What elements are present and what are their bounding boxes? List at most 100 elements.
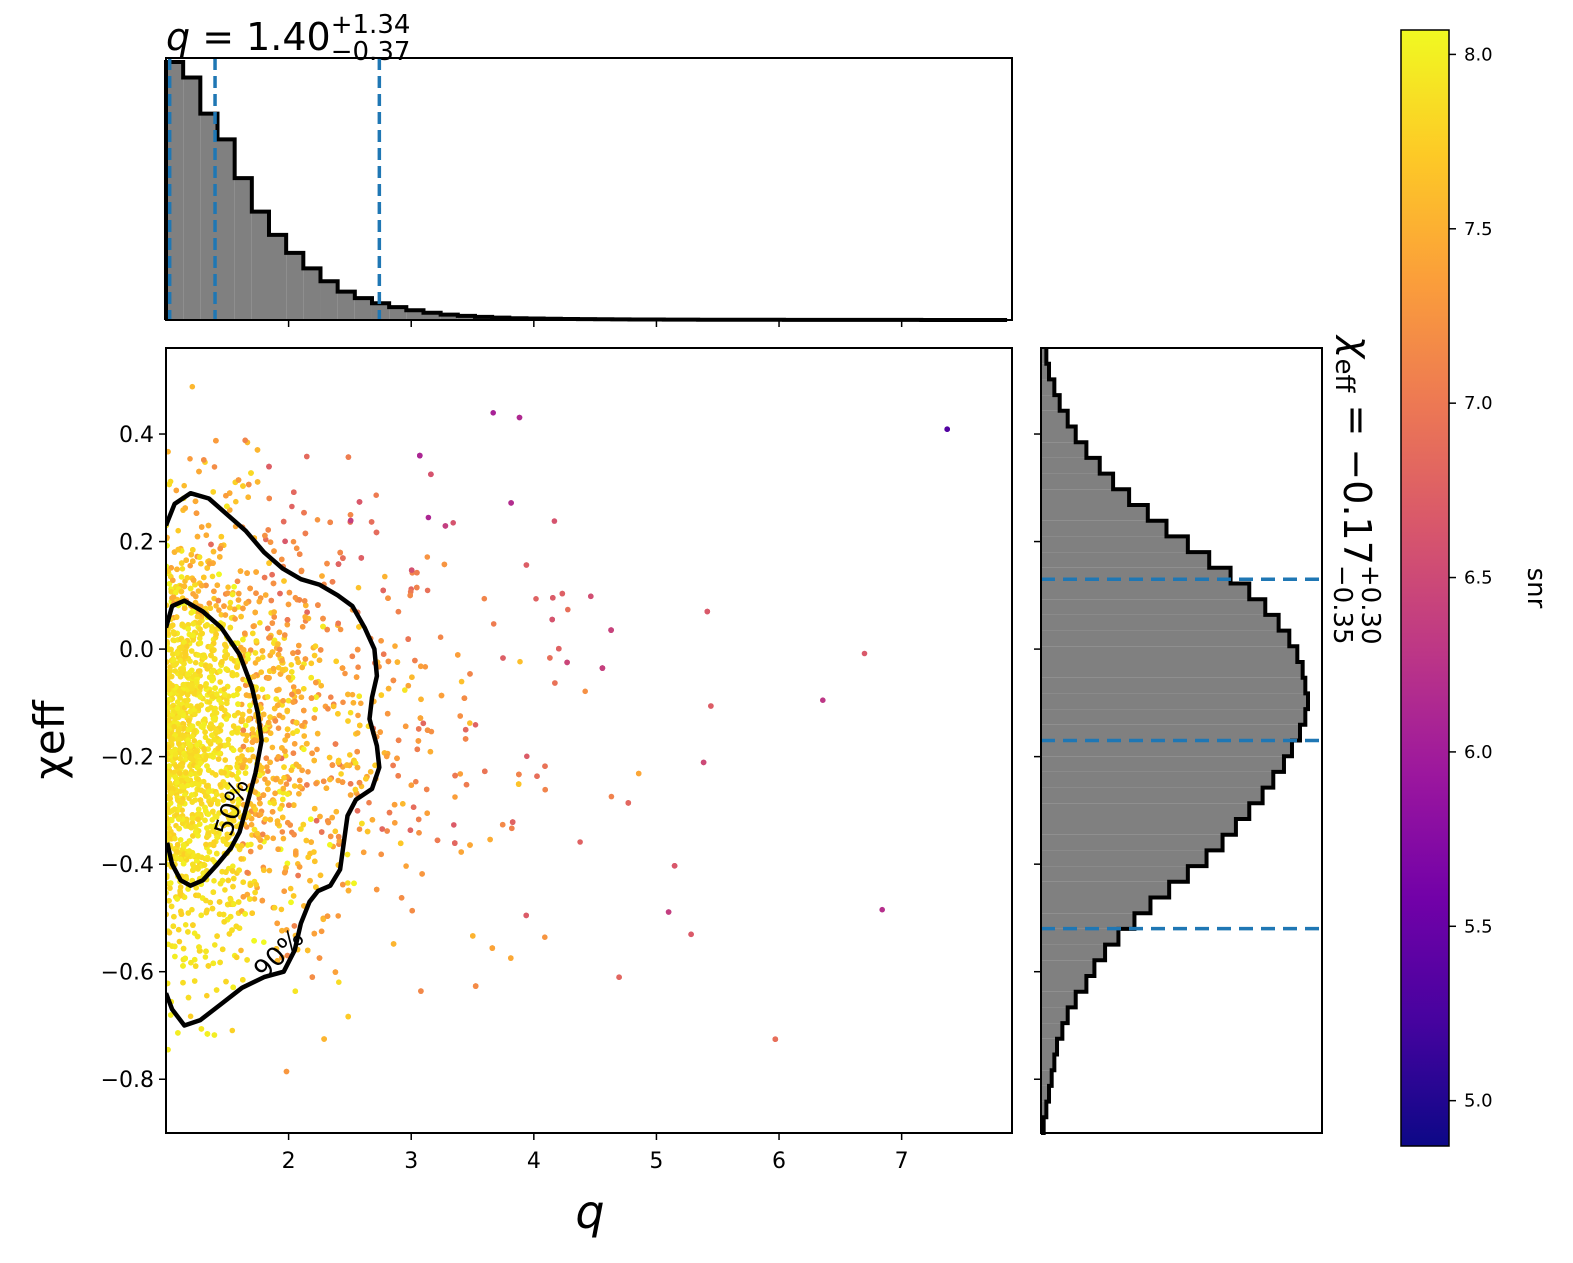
scatter-point: [270, 835, 277, 842]
scatter-point: [282, 632, 288, 638]
scatter-point: [196, 944, 202, 950]
scatter-point: [232, 616, 238, 622]
top-quantile-lines: [167, 58, 382, 320]
scatter-point: [229, 804, 236, 811]
scatter-point: [230, 901, 237, 907]
scatter-point: [169, 682, 175, 689]
scatter-point: [419, 871, 425, 877]
scatter-point: [410, 804, 417, 810]
scatter-point: [196, 769, 203, 775]
right-histogram-bar: [1041, 583, 1250, 600]
scatter-point: [266, 560, 272, 566]
scatter-point: [188, 551, 195, 558]
scatter-point: [222, 653, 228, 660]
q-symbol: q: [166, 15, 190, 59]
scatter-point: [311, 805, 318, 812]
scatter-point: [192, 711, 198, 717]
scatter-point: [461, 695, 468, 701]
scatter-point: [270, 580, 277, 587]
top-histogram-bar: [303, 268, 321, 320]
scatter-point: [178, 911, 185, 917]
scatter-point: [407, 827, 414, 833]
scatter-point: [190, 852, 197, 859]
scatter-point: [210, 889, 217, 895]
x-tick-label: 4: [527, 1149, 541, 1174]
scatter-point: [193, 748, 199, 755]
scatter-point: [317, 647, 324, 653]
scatter-point: [335, 711, 341, 717]
scatter-point: [210, 828, 216, 834]
scatter-point: [408, 782, 415, 788]
scatter-point: [224, 835, 231, 841]
scatter-point: [205, 706, 211, 713]
scatter-point: [189, 686, 195, 692]
scatter-point: [220, 911, 227, 918]
scatter-point: [210, 489, 216, 495]
scatter-point: [209, 732, 215, 738]
scatter-point: [211, 647, 217, 653]
scatter-point: [247, 882, 254, 888]
scatter-point: [259, 831, 266, 838]
scatter-point: [257, 767, 264, 774]
right-histogram-bar: [1041, 1054, 1055, 1071]
colorbar-label: snr: [1521, 568, 1551, 609]
scatter-point: [177, 755, 183, 762]
scatter-point: [172, 774, 178, 780]
scatter-point: [240, 483, 246, 489]
scatter-point: [321, 1036, 327, 1042]
scatter-point: [210, 548, 217, 555]
scatter-point: [508, 955, 514, 961]
scatter-point: [292, 988, 299, 994]
scatter-point: [166, 837, 171, 843]
scatter-point: [311, 652, 318, 659]
scatter-point: [533, 596, 539, 602]
scatter-point: [253, 638, 260, 644]
right-histogram-bar: [1041, 803, 1250, 819]
scatter-point: [299, 664, 306, 671]
scatter-point: [190, 577, 197, 583]
scatter-point: [284, 707, 291, 714]
joint-panel-frame: [165, 347, 1013, 1134]
scatter-point: [213, 437, 219, 444]
top-histogram-bar: [286, 252, 304, 320]
scatter-point: [264, 764, 270, 770]
scatter-point: [185, 782, 191, 789]
scatter-point: [177, 837, 184, 843]
scatter-point: [283, 1068, 290, 1075]
scatter-point: [227, 624, 234, 631]
scatter-point: [240, 647, 247, 653]
scatter-point: [230, 672, 236, 679]
scatter-point: [196, 619, 203, 626]
scatter-point: [219, 659, 225, 666]
scatter-point: [260, 711, 267, 718]
scatter-point: [282, 737, 288, 743]
scatter-point: [427, 748, 434, 755]
scatter-point: [214, 933, 220, 939]
scatter-point: [170, 594, 177, 600]
scatter-point: [293, 850, 299, 856]
scatter-point: [171, 656, 177, 663]
scatter-point: [424, 587, 431, 594]
scatter-point: [192, 498, 199, 505]
scatter-point: [279, 814, 286, 821]
scatter-point: [178, 560, 185, 566]
scatter-point: [395, 737, 402, 744]
scatter-point: [458, 678, 465, 685]
right-histogram-bar: [1041, 363, 1050, 380]
scatter-point: [295, 659, 302, 666]
scatter-point: [303, 741, 310, 747]
scatter-point: [284, 621, 291, 628]
scatter-point: [166, 668, 173, 674]
scatter-point: [169, 622, 176, 628]
scatter-point: [225, 736, 232, 743]
scatter-point: [542, 786, 548, 793]
scatter-point: [190, 637, 196, 643]
scatter-point: [380, 587, 387, 594]
scatter-point: [417, 715, 424, 721]
scatter-point: [231, 584, 237, 590]
scatter-point: [337, 626, 344, 633]
scatter-point: [243, 600, 249, 607]
scatter-point: [223, 666, 229, 672]
right-histogram-bar: [1041, 348, 1047, 364]
scatter-point: [175, 1030, 181, 1036]
